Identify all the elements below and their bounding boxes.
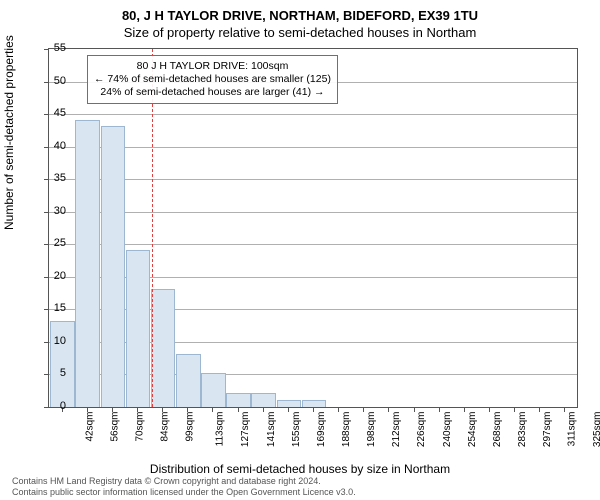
gridline xyxy=(49,212,577,213)
title-sub: Size of property relative to semi-detach… xyxy=(0,23,600,40)
x-tick-mark xyxy=(187,407,188,412)
histogram-bar xyxy=(277,400,302,408)
y-tick-label: 40 xyxy=(36,140,66,152)
x-tick-mark xyxy=(514,407,515,412)
y-tick-label: 55 xyxy=(36,42,66,54)
x-tick-mark xyxy=(464,407,465,412)
histogram-bar xyxy=(201,373,226,407)
x-tick-label: 127sqm xyxy=(241,412,252,448)
chart-plot-area: 42sqm56sqm70sqm84sqm99sqm113sqm127sqm141… xyxy=(48,48,578,408)
footer-line: Contains public sector information licen… xyxy=(12,487,356,498)
x-tick-mark xyxy=(539,407,540,412)
x-tick-mark xyxy=(338,407,339,412)
x-tick-mark xyxy=(288,407,289,412)
x-tick-mark xyxy=(162,407,163,412)
gridline xyxy=(49,147,577,148)
x-tick-label: 70sqm xyxy=(134,412,145,442)
x-tick-mark xyxy=(439,407,440,412)
footer-line: Contains HM Land Registry data © Crown c… xyxy=(12,476,356,487)
x-tick-mark xyxy=(238,407,239,412)
footer-attribution: Contains HM Land Registry data © Crown c… xyxy=(12,476,356,498)
x-tick-label: 212sqm xyxy=(391,412,402,448)
histogram-bar xyxy=(101,126,126,407)
x-tick-label: 311sqm xyxy=(567,412,578,447)
histogram-bar xyxy=(151,289,176,407)
title-main: 80, J H TAYLOR DRIVE, NORTHAM, BIDEFORD,… xyxy=(0,0,600,23)
x-tick-label: 169sqm xyxy=(316,412,327,448)
x-tick-label: 56sqm xyxy=(109,412,120,442)
gridline xyxy=(49,244,577,245)
x-tick-label: 226sqm xyxy=(417,412,428,448)
y-tick-label: 5 xyxy=(36,367,66,379)
x-tick-label: 325sqm xyxy=(593,412,600,448)
x-tick-label: 240sqm xyxy=(442,412,453,448)
x-tick-mark xyxy=(414,407,415,412)
x-tick-mark xyxy=(137,407,138,412)
y-tick-label: 45 xyxy=(36,107,66,119)
y-axis-label: Number of semi-detached properties xyxy=(2,35,16,230)
x-tick-label: 141sqm xyxy=(266,412,277,448)
y-tick-label: 25 xyxy=(36,237,66,249)
annotation-line: 24% of semi-detached houses are larger (… xyxy=(94,86,331,99)
x-tick-label: 155sqm xyxy=(291,412,302,448)
x-tick-mark xyxy=(564,407,565,412)
y-tick-label: 35 xyxy=(36,172,66,184)
histogram-bar xyxy=(126,250,151,407)
annotation-line: ← 74% of semi-detached houses are smalle… xyxy=(94,73,331,86)
annotation-line: 80 J H TAYLOR DRIVE: 100sqm xyxy=(94,60,331,73)
x-tick-label: 188sqm xyxy=(341,412,352,448)
histogram-bar xyxy=(251,393,276,407)
x-tick-label: 254sqm xyxy=(467,412,478,448)
x-tick-mark xyxy=(489,407,490,412)
y-tick-label: 0 xyxy=(36,400,66,412)
y-tick-label: 20 xyxy=(36,270,66,282)
histogram-bar xyxy=(302,400,327,408)
y-tick-label: 50 xyxy=(36,75,66,87)
x-tick-label: 283sqm xyxy=(517,412,528,448)
x-tick-label: 113sqm xyxy=(215,412,226,447)
x-tick-mark xyxy=(388,407,389,412)
x-tick-mark xyxy=(112,407,113,412)
y-tick-label: 10 xyxy=(36,335,66,347)
gridline xyxy=(49,114,577,115)
x-tick-label: 84sqm xyxy=(160,412,171,442)
histogram-bar xyxy=(75,120,100,407)
y-tick-label: 15 xyxy=(36,302,66,314)
x-tick-mark xyxy=(212,407,213,412)
x-tick-label: 268sqm xyxy=(492,412,503,448)
x-axis-label: Distribution of semi-detached houses by … xyxy=(0,462,600,476)
x-tick-label: 297sqm xyxy=(542,412,553,448)
x-tick-mark xyxy=(87,407,88,412)
x-tick-label: 42sqm xyxy=(84,412,95,442)
annotation-box: 80 J H TAYLOR DRIVE: 100sqm← 74% of semi… xyxy=(87,55,338,104)
x-tick-label: 99sqm xyxy=(185,412,196,442)
x-tick-mark xyxy=(263,407,264,412)
gridline xyxy=(49,179,577,180)
x-tick-label: 198sqm xyxy=(366,412,377,448)
histogram-bar xyxy=(176,354,201,407)
x-tick-mark xyxy=(313,407,314,412)
x-tick-mark xyxy=(363,407,364,412)
y-tick-label: 30 xyxy=(36,205,66,217)
histogram-bar xyxy=(226,393,251,407)
